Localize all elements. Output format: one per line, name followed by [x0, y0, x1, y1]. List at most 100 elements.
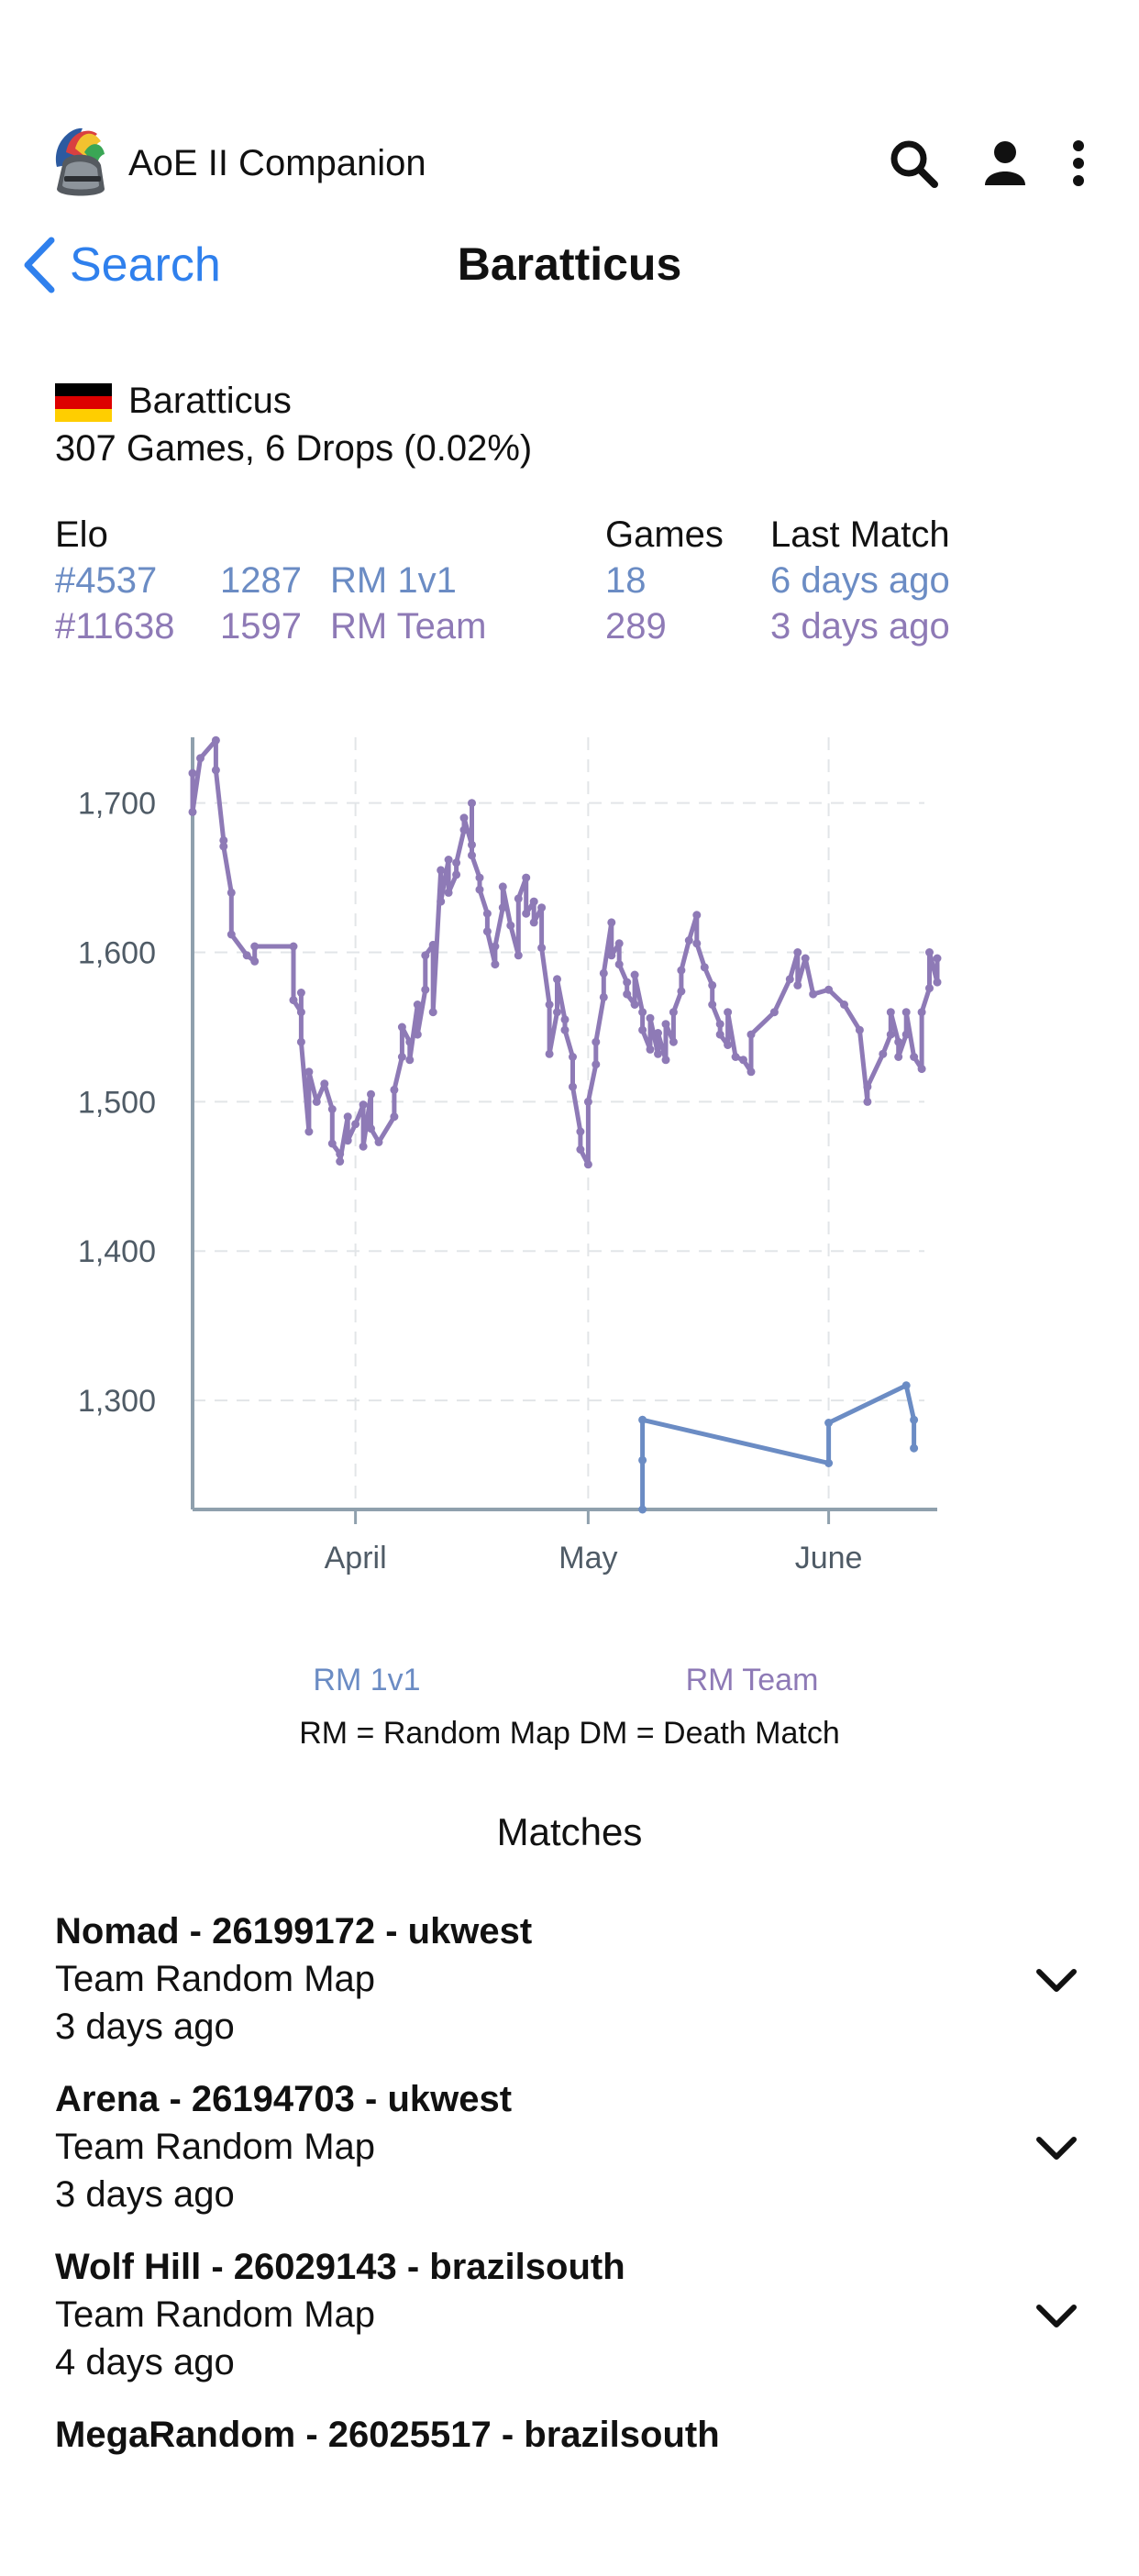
more-vertical-icon[interactable]	[1053, 138, 1104, 189]
data-point-rm-team	[560, 1025, 570, 1034]
match-item[interactable]: MegaRandom - 26025517 - brazilsouth	[55, 2411, 1084, 2576]
match-item[interactable]: Nomad - 26199172 - ukwest Team Random Ma…	[55, 1907, 1084, 2073]
chevron-down-icon[interactable]	[1029, 1953, 1084, 2008]
x-tick-label: April	[325, 1541, 387, 1575]
data-point-rm-team	[684, 936, 693, 945]
data-point-rm-team	[289, 942, 298, 951]
y-tick-label: 1,500	[78, 1085, 156, 1120]
data-point-rm-team	[879, 1049, 888, 1058]
data-point-rm-team	[405, 1037, 415, 1046]
data-point-rm-team	[227, 888, 236, 897]
data-point-rm-team	[428, 940, 437, 949]
match-type: Team Random Map	[55, 1959, 376, 1999]
data-point-rm-team	[374, 1137, 383, 1146]
data-point-rm-team	[211, 766, 220, 775]
search-icon[interactable]	[888, 138, 939, 189]
data-point-rm-team	[638, 1025, 647, 1034]
data-point-rm-team	[576, 1145, 585, 1154]
data-point-rm-team	[468, 840, 476, 849]
match-item[interactable]: Wolf Hill - 26029143 - brazilsouth Team …	[55, 2243, 1084, 2408]
data-point-rm-team	[654, 1029, 662, 1037]
profile-icon[interactable]	[979, 138, 1031, 189]
data-point-rm-team	[739, 1056, 747, 1065]
legend-item-rm-1v1[interactable]: RM 1v1	[275, 1660, 459, 1700]
data-point-rm-team	[553, 1008, 561, 1017]
legend-note: RM = Random Map DM = Death Match	[299, 1716, 840, 1751]
data-point-rm-team	[925, 948, 934, 956]
data-point-rm-team	[669, 1037, 678, 1046]
data-point-rm-team	[901, 1030, 911, 1039]
data-point-rm-team	[715, 1020, 724, 1029]
data-point-rm-team	[855, 1025, 864, 1034]
data-point-rm-team	[560, 1015, 570, 1024]
data-point-rm-team	[242, 951, 251, 960]
data-point-rm-team	[327, 1139, 337, 1148]
data-point-rm-team	[491, 960, 500, 969]
rating-games: 18	[605, 560, 647, 601]
data-point-rm-team	[421, 985, 430, 994]
data-point-rm-team	[793, 948, 802, 956]
data-point-rm-team	[312, 1097, 321, 1106]
data-point-rm-team	[459, 825, 469, 835]
rating-games: 289	[605, 606, 667, 647]
legend-item-rm-team[interactable]: RM Team	[660, 1660, 844, 1700]
data-point-rm-team	[196, 754, 205, 763]
data-point-rm-team	[623, 978, 632, 987]
series-line-rm-team	[190, 737, 940, 1167]
match-item[interactable]: Arena - 26194703 - ukwest Team Random Ma…	[55, 2075, 1084, 2240]
data-point-rm-team	[188, 807, 197, 816]
data-point-rm-team	[599, 968, 608, 978]
app-logo	[44, 125, 114, 202]
data-point-rm-team	[677, 987, 686, 996]
series-line-rm-1v1	[640, 1383, 917, 1512]
data-point-rm-team	[692, 939, 702, 948]
player-name: Baratticus	[128, 381, 292, 421]
data-point-rm-team	[514, 894, 523, 903]
data-point-rm-team	[654, 1049, 662, 1058]
data-point-rm-1v1	[638, 1455, 647, 1465]
data-point-rm-team	[304, 1127, 314, 1136]
legend-label: RM 1v1	[313, 1663, 421, 1697]
data-point-rm-team	[304, 1067, 314, 1077]
data-point-rm-team	[917, 1065, 926, 1074]
data-point-rm-team	[343, 1136, 352, 1145]
rating-elo: 1597	[220, 606, 302, 647]
match-title: MegaRandom - 26025517 - brazilsouth	[55, 2415, 720, 2455]
data-point-rm-team	[421, 951, 430, 960]
data-point-rm-team	[793, 980, 802, 989]
data-point-rm-1v1	[901, 1381, 911, 1390]
data-point-rm-1v1	[638, 1505, 647, 1514]
data-point-rm-team	[359, 1142, 368, 1151]
data-point-rm-team	[444, 856, 453, 864]
back-button[interactable]: Search	[20, 233, 221, 297]
chevron-down-icon[interactable]	[1029, 2289, 1084, 2344]
data-point-rm-team	[320, 1079, 329, 1089]
rating-mode: RM Team	[330, 606, 487, 647]
data-point-rm-1v1	[638, 1415, 647, 1424]
data-point-rm-team	[227, 930, 236, 939]
match-title: Nomad - 26199172 - ukwest	[55, 1911, 533, 1951]
data-point-rm-team	[692, 911, 702, 920]
y-tick-label: 1,400	[78, 1234, 156, 1269]
data-point-rm-team	[522, 873, 531, 882]
player-stats: 307 Games, 6 Drops (0.02%)	[55, 428, 533, 469]
data-point-rm-team	[569, 1082, 577, 1091]
elo-header: Elo	[55, 514, 108, 555]
data-point-rm-team	[583, 1160, 592, 1169]
data-point-rm-team	[614, 939, 624, 948]
match-title: Wolf Hill - 26029143 - brazilsouth	[55, 2247, 625, 2287]
data-point-rm-team	[638, 1008, 647, 1017]
data-point-rm-team	[537, 903, 547, 912]
matches-title: Matches	[496, 1810, 643, 1853]
chevron-down-icon[interactable]	[1029, 2121, 1084, 2176]
data-point-rm-team	[452, 870, 461, 879]
match-type: Team Random Map	[55, 2127, 376, 2167]
data-point-rm-team	[607, 918, 616, 927]
data-point-rm-team	[428, 1008, 437, 1017]
data-point-rm-team	[661, 1056, 670, 1065]
data-point-rm-team	[746, 1067, 756, 1077]
data-point-rm-team	[367, 1089, 375, 1099]
data-point-rm-team	[514, 951, 523, 960]
data-point-rm-team	[343, 1112, 352, 1122]
data-point-rm-1v1	[824, 1459, 834, 1467]
